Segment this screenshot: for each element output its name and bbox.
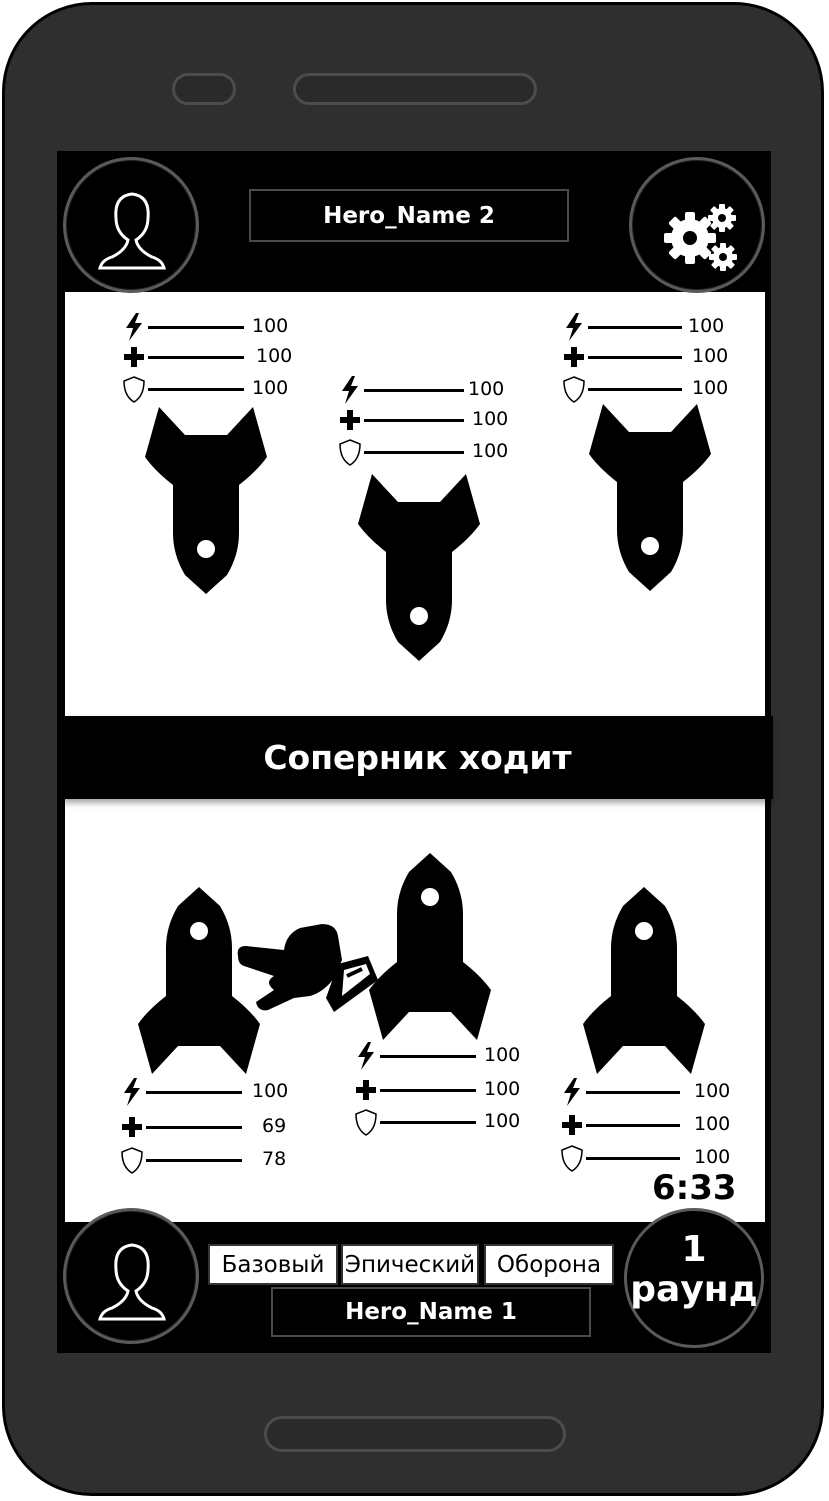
turn-timer: 6:33 [652,1168,737,1208]
plus-icon [562,1115,582,1135]
tab-epic[interactable]: Эпический [341,1244,479,1285]
gears-icon [664,204,737,271]
energy-value: 100 [252,315,289,337]
lightning-icon [358,1042,374,1070]
round-number: 1 [681,1229,707,1270]
plus-icon [340,410,360,430]
shield-value: 100 [252,377,289,399]
enemy-ship-3[interactable] [587,402,713,594]
lightning-icon [342,376,358,404]
plus-icon [122,1117,142,1137]
phone-earpiece-right [293,73,537,105]
user-icon [98,192,166,270]
health-value: 100 [484,1078,521,1100]
shield-value: 100 [694,1146,731,1168]
player-ship-1[interactable] [136,884,262,1076]
energy-value: 100 [688,315,725,337]
pointing-hand-icon [237,924,378,1012]
turn-status-banner: Соперник ходит [62,716,773,799]
shield-icon [563,376,585,403]
lightning-icon [566,313,582,341]
enemy-ship-1[interactable] [143,405,269,597]
shield-value: 100 [472,440,509,462]
player-avatar[interactable] [63,1208,199,1344]
shield-icon [123,376,145,403]
health-value: 100 [256,345,293,367]
energy-value: 100 [252,1080,289,1102]
health-value: 69 [262,1115,287,1137]
plus-icon [124,347,144,367]
shield-icon [121,1147,143,1174]
enemy-ship-2[interactable] [356,472,482,664]
player-ship-3[interactable] [581,884,707,1076]
shield-icon [355,1109,377,1136]
settings-button[interactable] [629,157,765,293]
energy-value: 100 [484,1044,521,1066]
shield-value: 78 [262,1148,287,1170]
energy-value: 100 [468,378,505,400]
plus-icon [356,1080,376,1100]
player-ship-2[interactable] [367,850,493,1042]
energy-value: 100 [694,1080,731,1102]
shield-icon [339,439,361,466]
phone-earpiece-left [172,73,236,105]
lightning-icon [126,313,142,341]
health-value: 100 [472,408,509,430]
lightning-icon [124,1078,140,1106]
health-value: 100 [692,345,729,367]
shield-value: 100 [484,1110,521,1132]
shield-value: 100 [692,377,729,399]
plus-icon [564,347,584,367]
user-icon [98,1243,166,1321]
round-label: раунд [630,1269,758,1310]
player-name: Hero_Name 1 [271,1287,591,1337]
phone-home-button [264,1416,566,1452]
opponent-name: Hero_Name 2 [249,189,569,242]
round-indicator: 1 раунд [624,1208,764,1348]
opponent-avatar[interactable] [63,157,199,293]
tab-defense[interactable]: Оборона [484,1244,614,1285]
shield-icon [561,1145,583,1172]
tab-basic[interactable]: Базовый [208,1244,338,1285]
health-value: 100 [694,1113,731,1135]
lightning-icon [564,1078,580,1106]
